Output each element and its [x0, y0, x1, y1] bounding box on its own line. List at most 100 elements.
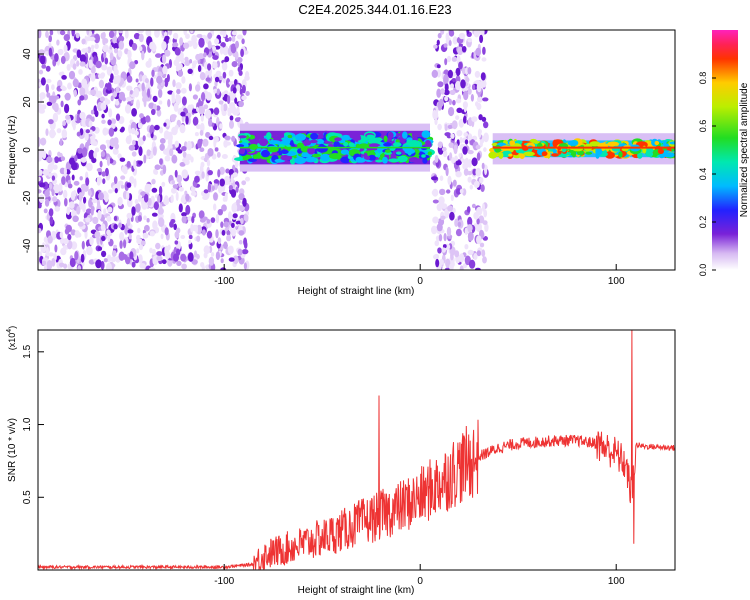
- spectrogram-cell: [217, 209, 223, 216]
- spectrogram-cell: [201, 264, 205, 270]
- spectrogram-cell: [107, 189, 113, 194]
- spectrogram-cell: [212, 46, 217, 51]
- spectrogram-cell: [148, 267, 156, 270]
- spectrogram-cell: [123, 239, 127, 249]
- spectrogram-cell: [159, 158, 163, 165]
- spectrogram-cell: [93, 151, 97, 159]
- spectrogram-cell: [463, 132, 469, 137]
- spectrogram-cell: [65, 224, 73, 233]
- spectrogram-cell: [463, 104, 467, 113]
- spectrogram-cell: [442, 244, 447, 249]
- spectrogram-cell: [74, 154, 78, 162]
- spectrogram-cell: [199, 72, 206, 81]
- spectrogram-cell: [67, 233, 72, 241]
- spectrogram-cell: [38, 182, 46, 188]
- spectrogram-cell: [483, 132, 489, 143]
- spectrogram-cell: [192, 60, 196, 69]
- spectrogram-cell: [151, 248, 156, 256]
- spectrogram-cell: [108, 30, 115, 39]
- spectrogram-cell: [71, 30, 75, 37]
- spectrogram-cell: [174, 140, 179, 148]
- spectrogram-cell: [241, 180, 247, 186]
- spectrogram-cell: [138, 33, 144, 43]
- spectrogram-cell: [447, 175, 452, 186]
- spectrogram-cell: [245, 176, 250, 182]
- spectrogram-cell: [443, 43, 448, 48]
- spectrogram-cell: [219, 178, 225, 187]
- spectrogram-cell: [174, 240, 179, 245]
- spectrogram-cell: [348, 142, 355, 148]
- spectrogram-cell: [178, 181, 182, 187]
- spectrogram-cell: [68, 70, 76, 80]
- spectrogram-cell: [388, 158, 401, 163]
- spectrogram-cell: [447, 69, 453, 79]
- spectrogram-cell: [104, 193, 109, 203]
- spectrogram-cell: [240, 48, 245, 58]
- spectrogram-cell: [657, 148, 665, 154]
- spectrogram-cell: [48, 208, 54, 217]
- spectrogram-cell: [184, 59, 191, 66]
- spectrogram-cell: [301, 153, 313, 158]
- spectrogram-cell: [192, 94, 198, 100]
- spectrogram-cell: [120, 175, 126, 180]
- spectrogram-cell: [211, 153, 217, 160]
- spectrogram-cell: [436, 39, 440, 46]
- spectrogram-cell: [208, 118, 213, 127]
- spectrogram-cell: [44, 190, 50, 198]
- spectrogram-cell: [180, 196, 187, 204]
- spectrogram-cell: [92, 216, 99, 225]
- spectrogram-cell: [455, 98, 462, 104]
- spectrogram-cell: [187, 68, 193, 75]
- spectrogram-cell: [258, 138, 269, 147]
- spectrogram-cell: [72, 63, 77, 70]
- spectrogram-cell: [152, 220, 158, 230]
- snr-x-ticks: -100 0 100: [214, 564, 625, 587]
- spectrogram-cell: [241, 139, 247, 143]
- spectrogram-cell: [153, 201, 159, 211]
- spectrogram-cell: [241, 38, 245, 45]
- spectrogram-cell: [232, 87, 237, 94]
- spectrogram-cell: [435, 258, 440, 268]
- spectrogram-cell: [58, 182, 63, 192]
- spectrogram-cell: [56, 128, 62, 134]
- spectrogram-cell: [46, 101, 53, 107]
- spectrogram-cell: [189, 59, 193, 64]
- spectrogram-cell: [159, 203, 163, 213]
- spectrogram-cell: [173, 32, 179, 40]
- spectrogram-cell: [207, 170, 213, 176]
- spectrogram-cell: [206, 218, 211, 224]
- spectrogram-cell: [172, 184, 179, 189]
- spectrogram-cell: [483, 121, 489, 129]
- snr-y-tick-label: 1.5: [22, 344, 33, 358]
- spectrogram-cell: [46, 260, 53, 270]
- spectrogram-cell: [43, 208, 48, 214]
- spectrogram-cell: [175, 94, 180, 100]
- spectrogram-cell: [185, 115, 189, 125]
- spectrogram-cell: [89, 135, 96, 145]
- spectrogram-cell: [352, 136, 362, 141]
- spectrogram-cell: [104, 128, 111, 135]
- spectrogram-cell: [223, 103, 228, 112]
- spectrogram-cell: [85, 208, 92, 214]
- spectrogram-cell: [211, 185, 215, 191]
- spectrogram-cell: [440, 215, 446, 220]
- spectrogram-cell: [239, 88, 243, 96]
- spectrogram-cell: [217, 237, 222, 245]
- spectrogram-cell: [101, 64, 108, 71]
- spectrogram-cell: [86, 245, 93, 256]
- spectrogram-cell: [437, 123, 442, 131]
- spectrogram-cell: [162, 65, 168, 75]
- spectrogram-cell: [469, 184, 473, 190]
- spectrogram-cell: [215, 251, 220, 260]
- spectrogram-cell: [434, 110, 439, 120]
- spectrogram-cell: [455, 115, 460, 120]
- spectrogram-cell: [171, 154, 178, 164]
- spectrogram-cell: [106, 262, 112, 270]
- spectrogram-cell: [448, 142, 454, 149]
- spectrogram-cell: [95, 191, 100, 201]
- spectrogram-cell: [476, 206, 483, 216]
- spectrogram-cell: [148, 102, 154, 109]
- spectrogram-cell: [216, 90, 220, 96]
- spectrogram-cell: [113, 176, 118, 185]
